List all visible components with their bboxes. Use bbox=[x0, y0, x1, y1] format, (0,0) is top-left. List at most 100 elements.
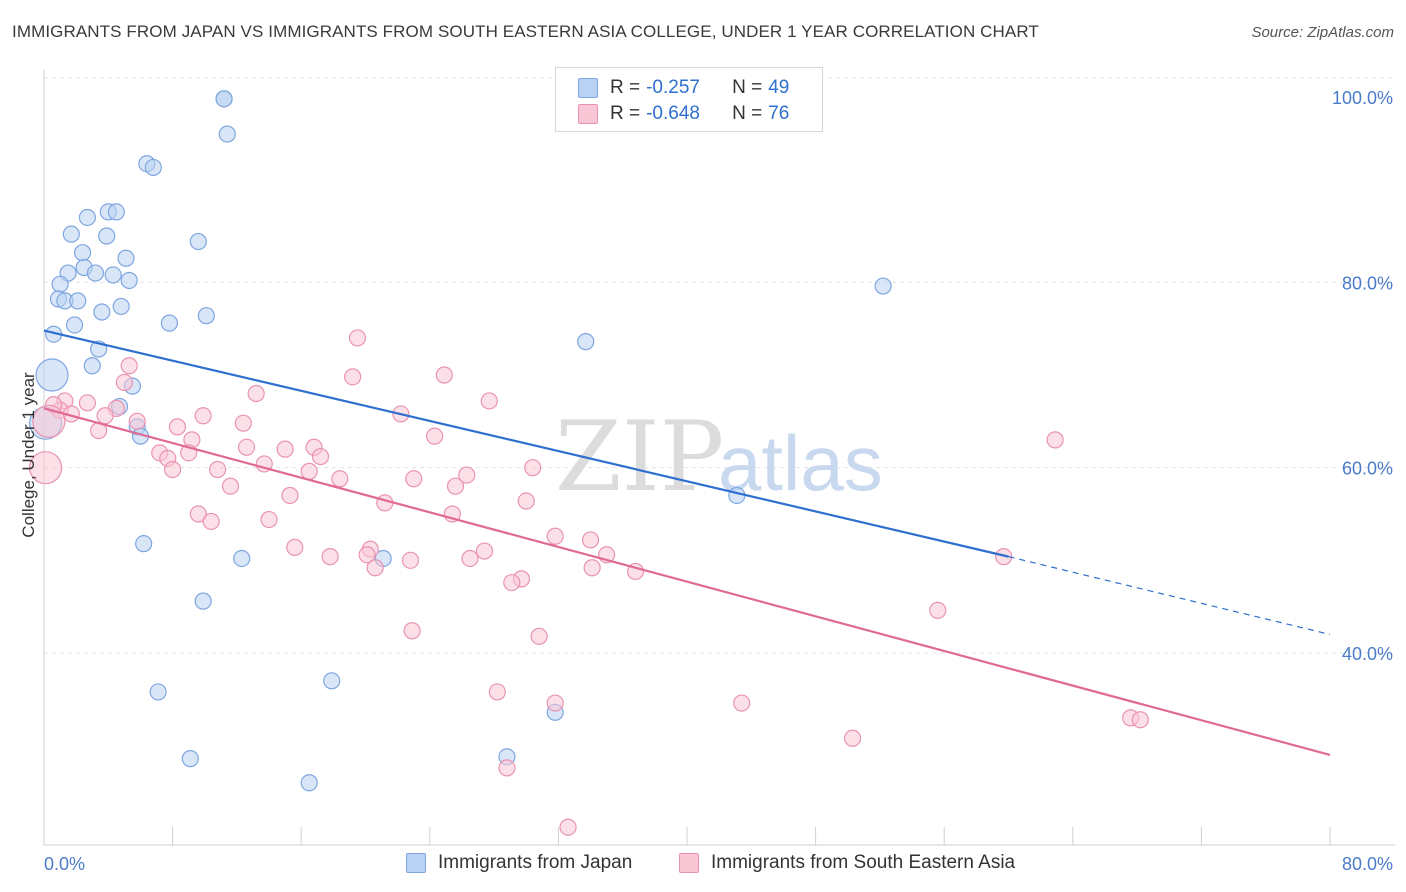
sea-point bbox=[1131, 711, 1149, 729]
japan-point bbox=[120, 271, 138, 290]
legend-label-japan: Immigrants from Japan bbox=[438, 852, 633, 873]
sea-point bbox=[524, 459, 542, 477]
legend-swatch-sea bbox=[578, 104, 598, 124]
sea-point bbox=[32, 404, 66, 438]
japan-point bbox=[189, 232, 207, 251]
legend-item-sea: Immigrants from South Eastern Asia bbox=[679, 852, 1015, 874]
japan-point bbox=[218, 125, 236, 143]
correlation-legend: R = -0.257 N = 49 R = -0.648 N = 76 bbox=[555, 67, 823, 132]
watermark-atlas: atlas bbox=[718, 419, 883, 507]
legend-swatch-japan bbox=[406, 853, 426, 873]
japan-point bbox=[300, 774, 318, 792]
legend-n-value-sea: 76 bbox=[768, 103, 790, 124]
japan-point bbox=[78, 208, 97, 227]
y-axis-label: College, Under 1 year bbox=[19, 372, 38, 538]
sea-point bbox=[426, 427, 444, 445]
sea-point bbox=[164, 460, 182, 479]
trend-lines bbox=[43, 329, 1331, 756]
y-tick-label: 40.0% bbox=[1342, 644, 1393, 664]
japan-point bbox=[135, 535, 153, 553]
y-tick-label: 80.0% bbox=[1342, 273, 1393, 293]
sea-point bbox=[168, 418, 187, 436]
x-tick-label: 0.0% bbox=[44, 854, 85, 874]
sea-point bbox=[405, 470, 423, 488]
japan-point bbox=[83, 357, 101, 375]
sea-point bbox=[366, 559, 384, 577]
sea-point bbox=[281, 486, 299, 505]
sea-point bbox=[331, 470, 349, 488]
sea-point bbox=[530, 627, 548, 645]
japan-point bbox=[197, 307, 215, 325]
sea-point bbox=[559, 818, 577, 836]
sea-point bbox=[488, 683, 506, 701]
japan-point bbox=[104, 266, 122, 284]
japan-point bbox=[144, 158, 162, 177]
sea-point bbox=[376, 494, 394, 512]
sea-point bbox=[344, 368, 362, 386]
sea-point bbox=[583, 559, 601, 577]
sea-point bbox=[995, 548, 1013, 566]
sea-point bbox=[461, 549, 479, 568]
tick-labels: 40.0% 60.0% 80.0% 100.0% 0.0% 80.0% bbox=[44, 88, 1393, 874]
sea-point bbox=[929, 601, 947, 619]
japan-point bbox=[98, 227, 116, 245]
trend-line-japan-extension bbox=[1008, 556, 1331, 636]
legend-swatch-japan bbox=[578, 78, 598, 98]
legend-row-sea: R = -0.648 N = 76 bbox=[578, 102, 789, 126]
japan-point bbox=[194, 592, 212, 610]
legend-swatch-sea bbox=[679, 853, 699, 873]
japan-point bbox=[215, 90, 233, 108]
legend-n-label: N = bbox=[732, 103, 763, 124]
legend-r-label: R = bbox=[610, 103, 641, 124]
legend-r-value-sea: -0.648 bbox=[646, 103, 700, 124]
legend-n-value-japan: 49 bbox=[768, 77, 790, 98]
x-tick-label: 80.0% bbox=[1342, 854, 1393, 874]
sea-point bbox=[546, 694, 564, 712]
sea-point bbox=[209, 460, 227, 479]
sea-point bbox=[1046, 431, 1064, 449]
japan-point bbox=[160, 314, 178, 332]
sea-point bbox=[237, 438, 256, 456]
sea-point bbox=[446, 477, 465, 495]
sea-point bbox=[321, 548, 339, 566]
grid-lines bbox=[44, 77, 1395, 654]
sea-point bbox=[300, 462, 318, 480]
japan-point bbox=[69, 292, 87, 310]
sea-point bbox=[247, 384, 265, 403]
sea-point bbox=[403, 622, 421, 640]
sea-point bbox=[475, 542, 494, 560]
sea-point bbox=[234, 414, 252, 432]
sea-point bbox=[189, 505, 207, 523]
japan-point bbox=[577, 333, 595, 351]
sea-point bbox=[120, 357, 138, 375]
japan-point bbox=[73, 244, 92, 262]
japan-point bbox=[233, 549, 251, 568]
sea-point bbox=[286, 538, 304, 556]
japan-point bbox=[874, 277, 892, 295]
sea-point bbox=[202, 512, 220, 531]
sea-point bbox=[546, 527, 564, 545]
japan-point bbox=[65, 316, 84, 334]
sea-point bbox=[128, 412, 146, 430]
sea-point bbox=[458, 466, 476, 484]
sea-point bbox=[517, 492, 535, 510]
y-tick-label: 60.0% bbox=[1342, 459, 1393, 479]
legend-item-japan: Immigrants from Japan bbox=[406, 852, 632, 874]
japan-point bbox=[149, 683, 167, 701]
series-sea-points bbox=[29, 329, 1149, 836]
y-tick-label: 100.0% bbox=[1332, 88, 1393, 108]
sea-point bbox=[96, 407, 114, 425]
sea-point bbox=[581, 531, 600, 549]
sea-point bbox=[733, 694, 751, 712]
chart-title: IMMIGRANTS FROM JAPAN VS IMMIGRANTS FROM… bbox=[12, 22, 1039, 41]
sea-point bbox=[480, 392, 498, 410]
watermark: ZIP atlas bbox=[555, 401, 883, 513]
japan-point bbox=[62, 225, 80, 243]
japan-point bbox=[112, 297, 130, 316]
sea-point bbox=[498, 759, 516, 777]
sea-point bbox=[29, 451, 63, 485]
sea-point bbox=[358, 546, 376, 564]
japan-point bbox=[86, 264, 105, 282]
legend-r-value-japan: -0.257 bbox=[646, 77, 700, 98]
sea-point bbox=[435, 366, 453, 384]
